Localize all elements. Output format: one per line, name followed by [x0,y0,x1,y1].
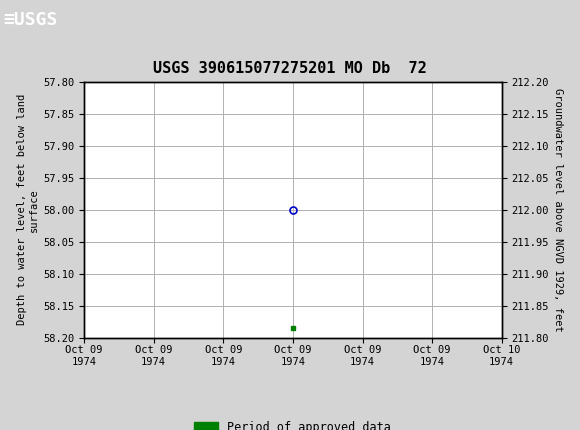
Y-axis label: Depth to water level, feet below land
surface: Depth to water level, feet below land su… [17,94,39,325]
Y-axis label: Groundwater level above NGVD 1929, feet: Groundwater level above NGVD 1929, feet [553,88,563,332]
Text: USGS 390615077275201 MO Db  72: USGS 390615077275201 MO Db 72 [153,61,427,76]
Legend: Period of approved data: Period of approved data [190,417,396,430]
Text: ≡USGS: ≡USGS [3,12,57,29]
